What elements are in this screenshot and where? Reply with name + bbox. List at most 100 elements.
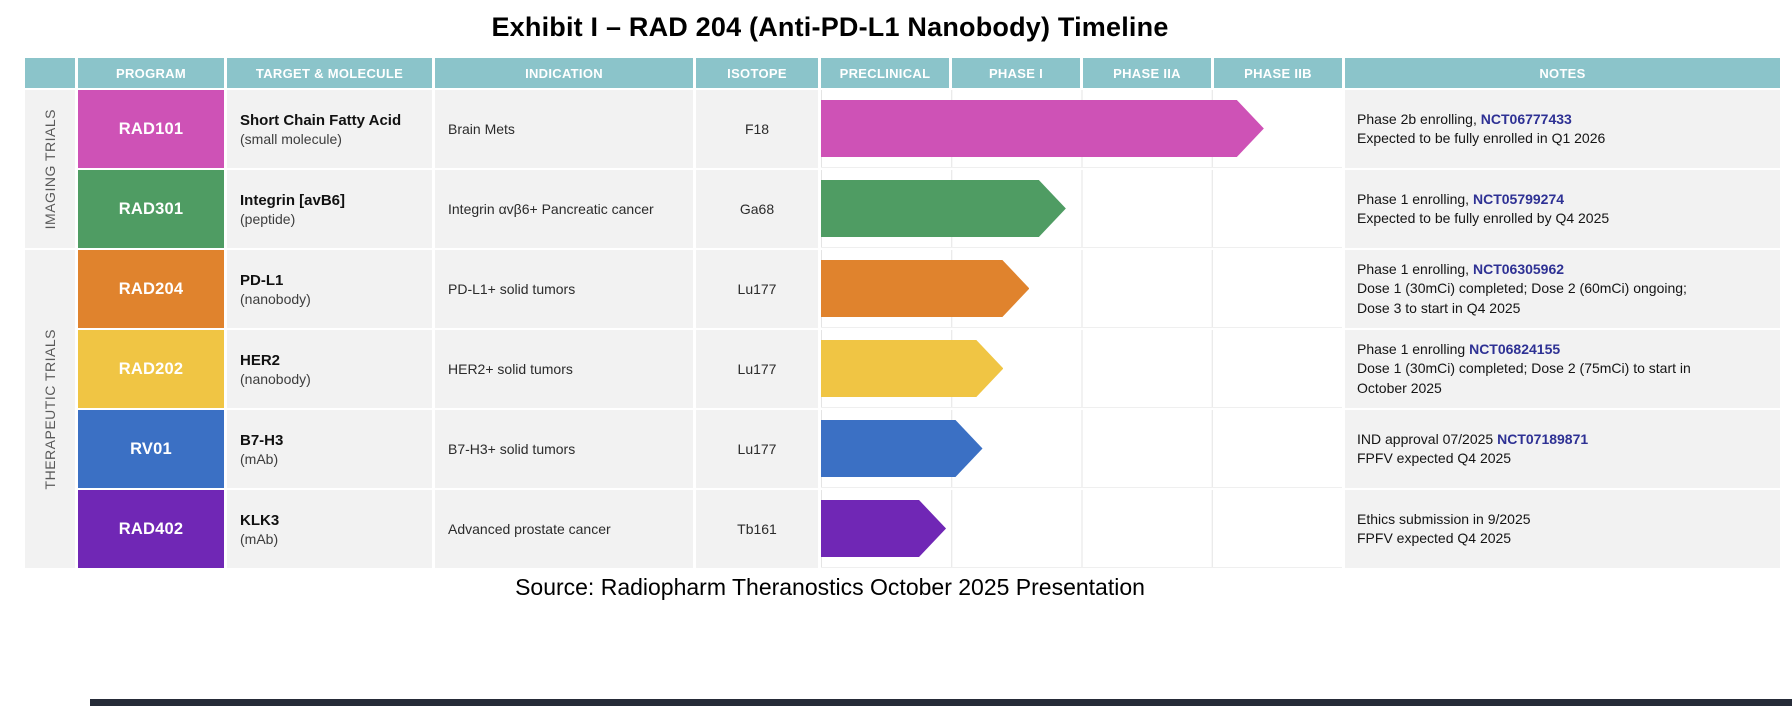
trial-group-imaging: IMAGING TRIALS	[25, 90, 75, 248]
target-name: Short Chain Fatty Acid	[240, 111, 402, 129]
note-text: Expected to be fully enrolled in Q1 2026	[1357, 130, 1606, 146]
nct-link[interactable]: NCT06305962	[1472, 261, 1565, 278]
molecule-type: (mAb)	[240, 450, 279, 467]
notes-cell: Ethics submission in 9/2025 FPFV expected…	[1345, 490, 1780, 568]
indication-cell: Brain Mets	[435, 90, 693, 168]
column-header-corner	[25, 58, 75, 88]
note-text: FPFV expected Q4 2025	[1357, 450, 1512, 466]
molecule-type: (nanobody)	[240, 370, 311, 387]
notes-cell: Phase 1 enrolling NCT06824155 Dose 1 (30m…	[1345, 330, 1780, 408]
note-line: Expected to be fully enrolled by Q4 2025	[1357, 209, 1768, 228]
note-text: Ethics submission in 9/2025	[1357, 510, 1531, 527]
note-text: Expected to be fully enrolled by Q4 2025	[1357, 210, 1610, 226]
source-caption: Source: Radiopharm Theranostics October …	[515, 574, 1145, 600]
program-cell: RAD301	[78, 170, 224, 248]
note-text: October 2025	[1357, 379, 1442, 396]
note-text: Phase 1 enrolling,	[1357, 261, 1473, 278]
notes-cell: Phase 1 enrolling, NCT06305962 Dose 1 (30…	[1345, 250, 1780, 328]
isotope-cell: F18	[696, 90, 818, 168]
nct-link[interactable]: NCT06777433	[1480, 110, 1572, 127]
indication-cell: Advanced prostate cancer	[435, 490, 693, 568]
note-line: October 2025	[1357, 379, 1768, 398]
molecule-type: (nanobody)	[240, 290, 311, 307]
column-header-program: PROGRAM	[78, 58, 224, 88]
note-line: Phase 2b enrolling, NCT06777433	[1357, 110, 1768, 129]
indication-cell: HER2+ solid tumors	[435, 330, 693, 408]
molecule-type: (mAb)	[240, 530, 279, 547]
column-header-target-molecule: TARGET & MOLECULE	[227, 58, 432, 88]
nct-link[interactable]: NCT07189871	[1497, 430, 1589, 447]
column-header-preclinical: PRECLINICAL	[821, 58, 949, 88]
bottom-bar	[90, 699, 1792, 706]
note-line: FPFV expected Q4 2025	[1357, 449, 1768, 468]
target-molecule-cell: Integrin [avB6] (peptide)	[227, 170, 432, 248]
column-header-indication: INDICATION	[435, 58, 693, 88]
notes-cell: Phase 1 enrolling, NCT05799274 Expected t…	[1345, 170, 1780, 248]
exhibit-title: Exhibit I – RAD 204 (Anti-PD-L1 Nanobody…	[491, 12, 1169, 42]
column-header-phase-1: PHASE I	[952, 58, 1080, 88]
note-text: Phase 1 enrolling	[1357, 341, 1470, 358]
note-text: Dose 1 (30mCi) completed; Dose 2 (60mCi)…	[1357, 280, 1687, 297]
note-text: Dose 3 to start in Q4 2025	[1357, 299, 1521, 316]
note-line: Dose 3 to start in Q4 2025	[1357, 299, 1768, 318]
program-cell: RAD101	[78, 90, 224, 168]
target-molecule-cell: PD-L1 (nanobody)	[227, 250, 432, 328]
isotope-cell: Lu177	[696, 330, 818, 408]
target-molecule-cell: Short Chain Fatty Acid (small molecule)	[227, 90, 432, 168]
target-name: HER2	[240, 351, 281, 369]
note-text: Dose 1 (30mCi) completed; Dose 2 (75mCi)…	[1357, 360, 1691, 377]
isotope-cell: Lu177	[696, 250, 818, 328]
isotope-cell: Tb161	[696, 490, 818, 568]
target-molecule-cell: HER2 (nanobody)	[227, 330, 432, 408]
note-line: IND approval 07/2025 NCT07189871	[1357, 430, 1768, 449]
timeline-cell	[821, 330, 1342, 408]
indication-cell: B7-H3+ solid tumors	[435, 410, 693, 488]
note-line: Expected to be fully enrolled in Q1 2026	[1357, 129, 1768, 148]
trial-group-therapeutic: THERAPEUTIC TRIALS	[25, 250, 75, 568]
molecule-type: (peptide)	[240, 210, 296, 227]
timeline-arrow	[821, 500, 946, 557]
column-header-phase-2a: PHASE IIA	[1083, 58, 1211, 88]
program-cell: RAD202	[78, 330, 224, 408]
nct-link[interactable]: NCT05799274	[1472, 190, 1565, 207]
source-area: Source: Radiopharm Theranostics October …	[25, 574, 1635, 601]
program-cell: RV01	[78, 410, 224, 488]
note-text: FPFV expected Q4 2025	[1357, 530, 1512, 546]
note-line: FPFV expected Q4 2025	[1357, 529, 1768, 548]
timeline-table: PROGRAM TARGET & MOLECULE INDICATION ISO…	[25, 58, 1780, 568]
timeline-cell	[821, 490, 1342, 568]
trial-group-label: THERAPEUTIC TRIALS	[42, 328, 58, 490]
timeline-cell	[821, 170, 1342, 248]
timeline-arrow	[821, 420, 983, 477]
target-name: Integrin [avB6]	[240, 191, 346, 209]
target-name: KLK3	[240, 511, 280, 529]
note-line: Phase 1 enrolling, NCT06305962	[1357, 260, 1768, 279]
isotope-cell: Ga68	[696, 170, 818, 248]
program-cell: RAD402	[78, 490, 224, 568]
note-text: Phase 2b enrolling,	[1357, 110, 1481, 127]
target-molecule-cell: B7-H3 (mAb)	[227, 410, 432, 488]
notes-cell: Phase 2b enrolling, NCT06777433 Expected …	[1345, 90, 1780, 168]
molecule-type: (small molecule)	[240, 130, 342, 147]
indication-cell: PD-L1+ solid tumors	[435, 250, 693, 328]
column-header-isotope: ISOTOPE	[696, 58, 818, 88]
column-header-notes: NOTES	[1345, 58, 1780, 88]
indication-cell: Integrin αvβ6+ Pancreatic cancer	[435, 170, 693, 248]
timeline-cell	[821, 250, 1342, 328]
timeline-cell	[821, 410, 1342, 488]
note-text: IND approval 07/2025	[1357, 430, 1498, 447]
timeline-arrow	[821, 180, 1066, 237]
note-line: Dose 1 (30mCi) completed; Dose 2 (60mCi)…	[1357, 279, 1768, 298]
isotope-cell: Lu177	[696, 410, 818, 488]
column-header-phase-2b: PHASE IIB	[1214, 58, 1342, 88]
timeline-arrow	[821, 340, 1003, 397]
timeline-cell	[821, 90, 1342, 168]
nct-link[interactable]: NCT06824155	[1469, 341, 1561, 358]
timeline-arrow	[821, 260, 1029, 317]
program-cell: RAD204	[78, 250, 224, 328]
note-line: Phase 1 enrolling, NCT05799274	[1357, 190, 1768, 209]
trial-group-label: IMAGING TRIALS	[42, 108, 58, 230]
target-molecule-cell: KLK3 (mAb)	[227, 490, 432, 568]
target-name: PD-L1	[240, 271, 284, 289]
